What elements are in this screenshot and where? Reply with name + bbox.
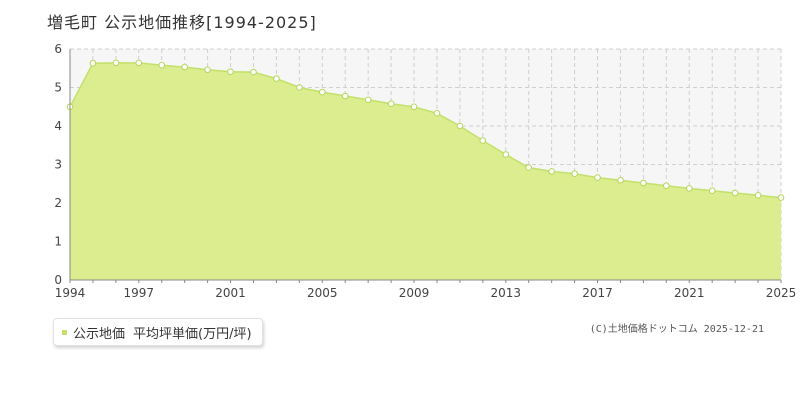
series-line (69, 62, 782, 199)
series-area (69, 62, 782, 281)
y-tick-label: 5 (54, 81, 62, 95)
y-tick-labels: 0 1 2 3 4 5 6 (54, 42, 62, 287)
data-point (456, 122, 464, 130)
chart-title: 増毛町 公示地価推移[1994-2025] (47, 13, 317, 32)
data-point (410, 103, 418, 111)
data-point (227, 68, 234, 75)
data-point (708, 187, 716, 194)
series-area-fill (70, 62, 781, 281)
y-tick-label: 2 (54, 196, 62, 210)
data-point (640, 179, 647, 187)
data-point (571, 170, 578, 177)
y-tick-label: 0 (54, 273, 62, 287)
x-tick-label: 2017 (582, 286, 613, 300)
data-point (273, 75, 280, 82)
data-point (594, 174, 601, 181)
axes (69, 49, 782, 283)
series-markers (66, 59, 785, 201)
legend-series-label: 公示地価 (73, 326, 126, 342)
data-point (296, 84, 303, 91)
x-tick-label: 2021 (674, 286, 705, 300)
data-point (364, 96, 372, 104)
y-tick-label: 6 (54, 42, 62, 56)
data-point (319, 88, 326, 96)
data-point (525, 164, 533, 171)
data-point (754, 192, 762, 199)
data-point (387, 100, 395, 107)
data-point (204, 66, 211, 74)
x-tick-labels: 1994 1997 2001 2005 2009 2013 2017 2021 2025 (55, 286, 797, 300)
y-tick-label: 3 (54, 158, 62, 172)
y-tick-label: 1 (54, 235, 62, 249)
y-tick-label: 4 (54, 119, 62, 133)
data-point (433, 110, 441, 117)
data-point (112, 59, 120, 67)
legend-unit-label: 平均坪単価(万円/坪) (133, 326, 252, 342)
legend: 公示地価 平均坪単価(万円/坪) (53, 318, 263, 346)
x-tick-label: 2009 (399, 286, 430, 300)
data-point (663, 182, 670, 189)
x-tick-label: 1994 (55, 286, 86, 300)
x-tick-label: 2005 (307, 286, 338, 300)
data-point (341, 92, 349, 100)
data-point (135, 59, 143, 67)
data-point (686, 185, 693, 192)
data-point (250, 68, 257, 76)
data-point (548, 168, 555, 175)
data-point (777, 194, 785, 201)
x-tick-label: 1997 (124, 286, 155, 300)
legend-swatch (62, 329, 67, 335)
x-tick-label: 2013 (491, 286, 522, 300)
data-point (479, 137, 487, 144)
x-tick-label: 2025 (766, 286, 797, 300)
x-tick-label: 2001 (215, 286, 246, 300)
data-point (89, 59, 97, 67)
data-point (181, 63, 188, 71)
data-point (158, 61, 165, 69)
copyright-credit: (C)土地価格ドットコム 2025-12-21 (589, 324, 764, 335)
data-point (617, 177, 624, 184)
data-point (502, 151, 510, 158)
data-point (731, 189, 739, 197)
